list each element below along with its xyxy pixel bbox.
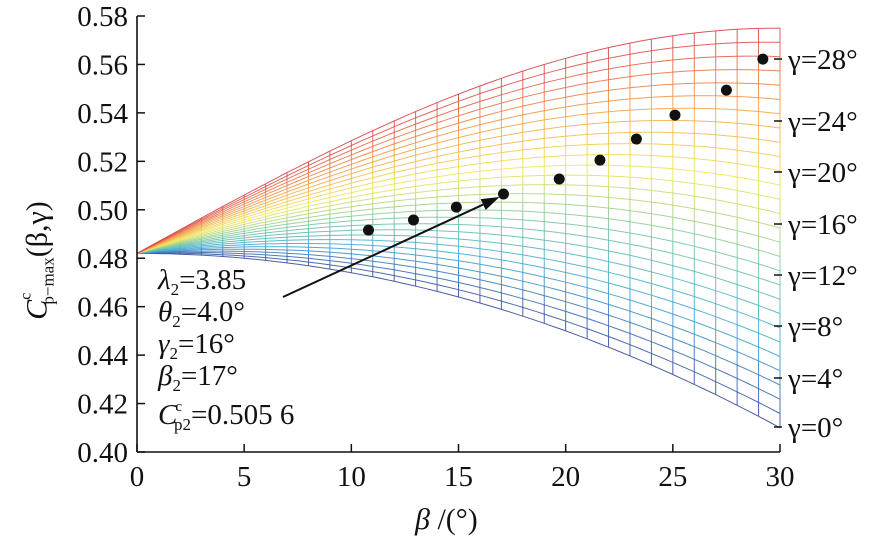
x-tick-label: 15 xyxy=(444,461,473,493)
y-tick-label: 0.50 xyxy=(77,195,128,227)
right-axis-label: γ=8° xyxy=(787,311,843,343)
right-axis-label: γ=12° xyxy=(787,260,858,292)
annotation-theta: θ2=4.0° xyxy=(158,296,245,331)
data-point xyxy=(720,84,732,96)
data-point xyxy=(630,133,642,145)
y-tick-label: 0.52 xyxy=(77,146,128,178)
annotation-gamma: γ2=16° xyxy=(158,328,235,363)
data-point xyxy=(669,109,681,121)
x-tick-label: 10 xyxy=(337,461,366,493)
x-tick-label: 20 xyxy=(551,461,580,493)
annotation-arrow-line xyxy=(282,203,484,298)
y-tick-label: 0.48 xyxy=(77,243,128,275)
y-tick-label: 0.46 xyxy=(77,292,128,324)
right-axis-label: γ=20° xyxy=(787,157,858,189)
right-axis-label: γ=16° xyxy=(787,209,858,241)
y-tick-label: 0.54 xyxy=(77,98,128,130)
data-point xyxy=(407,214,419,226)
x-tick-label: 0 xyxy=(130,461,145,493)
annotation-lambda: λ2=3.85 xyxy=(158,264,247,299)
right-axis-label: γ=24° xyxy=(787,106,858,138)
data-point xyxy=(553,173,565,185)
data-point xyxy=(757,53,769,65)
x-tick-label: 5 xyxy=(237,461,252,493)
annotation-beta: β2=17° xyxy=(158,360,238,395)
x-axis-label: β /(°) xyxy=(415,503,478,536)
y-axis-label: Cc p−max(β,γ) xyxy=(17,201,58,320)
annotation-cp: Ccp2=0.505 6 xyxy=(158,399,295,434)
data-point xyxy=(450,201,462,213)
right-axis-label: γ=28° xyxy=(787,44,858,76)
y-tick-label: 0.42 xyxy=(77,389,128,421)
data-point xyxy=(498,188,510,200)
x-tick-label: 30 xyxy=(766,461,795,493)
annotation-arrow-head xyxy=(480,197,500,211)
right-axis-label: γ=4° xyxy=(787,363,843,395)
x-tick-label: 25 xyxy=(658,461,687,493)
y-tick-label: 0.56 xyxy=(77,49,128,81)
right-axis-label: γ=0° xyxy=(787,412,843,444)
y-tick-label: 0.58 xyxy=(77,1,128,33)
data-point xyxy=(362,224,374,236)
data-point xyxy=(594,154,606,166)
y-tick-label: 0.40 xyxy=(77,437,128,469)
y-tick-label: 0.44 xyxy=(77,340,128,372)
